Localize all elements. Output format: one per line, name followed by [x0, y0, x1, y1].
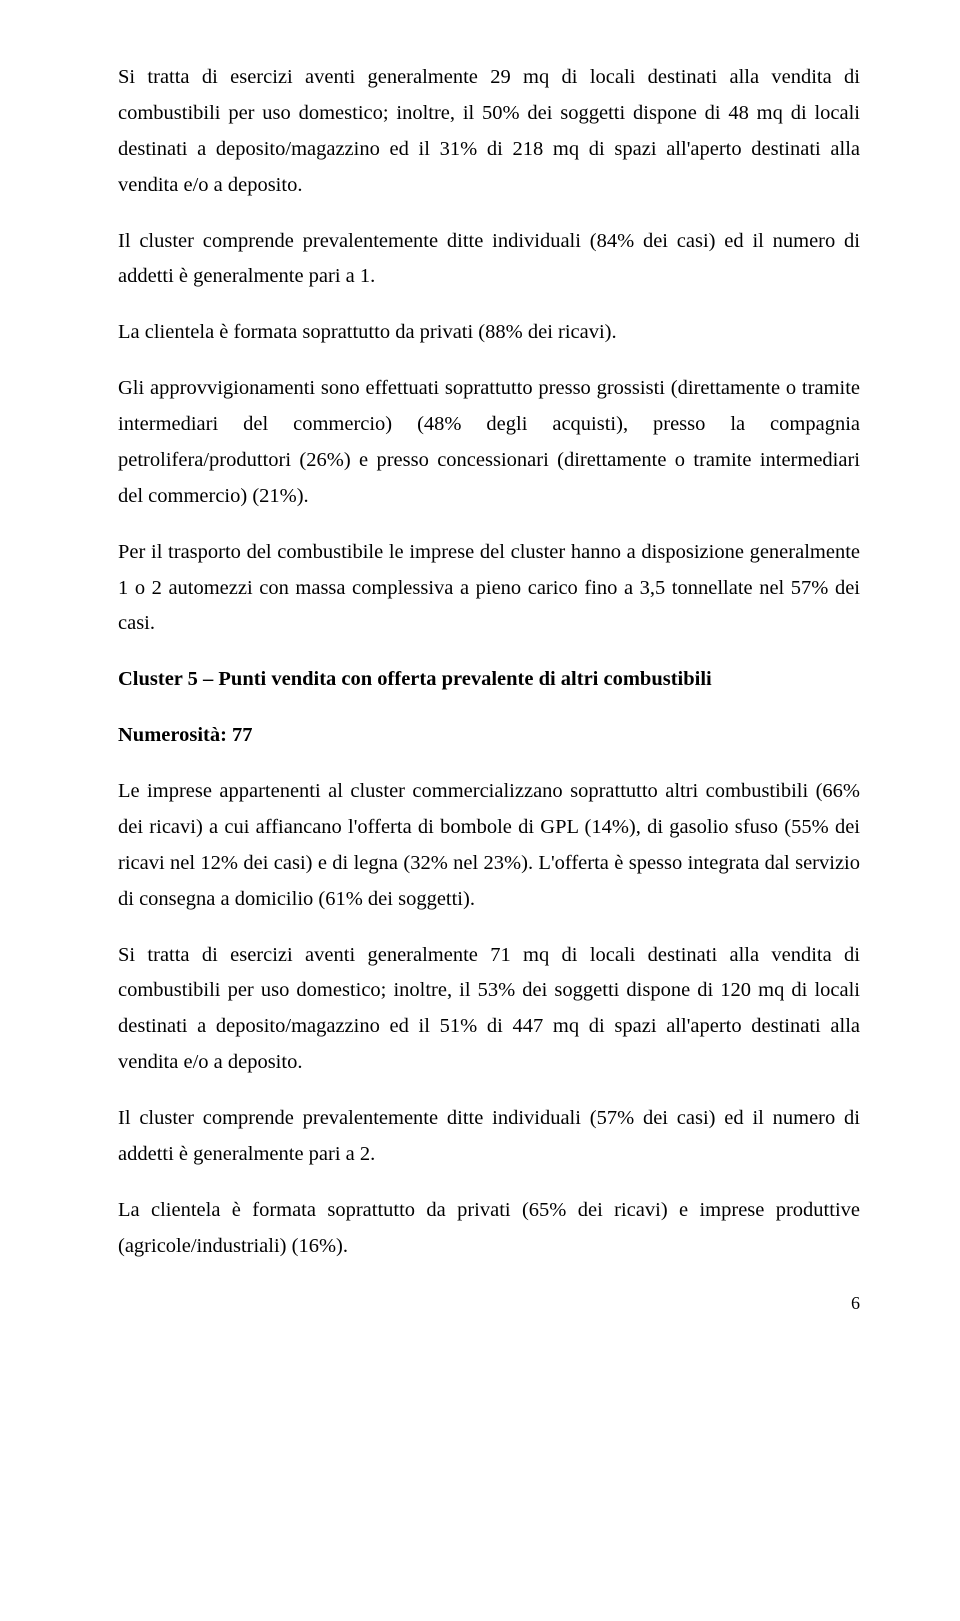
paragraph: Gli approvvigionamenti sono effettuati s…: [118, 371, 860, 515]
paragraph: Si tratta di esercizi aventi generalment…: [118, 60, 860, 204]
cluster-heading: Cluster 5 – Punti vendita con offerta pr…: [118, 662, 860, 698]
paragraph: La clientela è formata soprattutto da pr…: [118, 315, 860, 351]
page-number: 6: [118, 1293, 860, 1314]
paragraph: La clientela è formata soprattutto da pr…: [118, 1193, 860, 1265]
paragraph: Le imprese appartenenti al cluster comme…: [118, 774, 860, 918]
paragraph: Il cluster comprende prevalentemente dit…: [118, 224, 860, 296]
paragraph: Per il trasporto del combustibile le imp…: [118, 535, 860, 643]
paragraph: Si tratta di esercizi aventi generalment…: [118, 938, 860, 1082]
paragraph: Il cluster comprende prevalentemente dit…: [118, 1101, 860, 1173]
cluster-count: Numerosità: 77: [118, 718, 860, 754]
